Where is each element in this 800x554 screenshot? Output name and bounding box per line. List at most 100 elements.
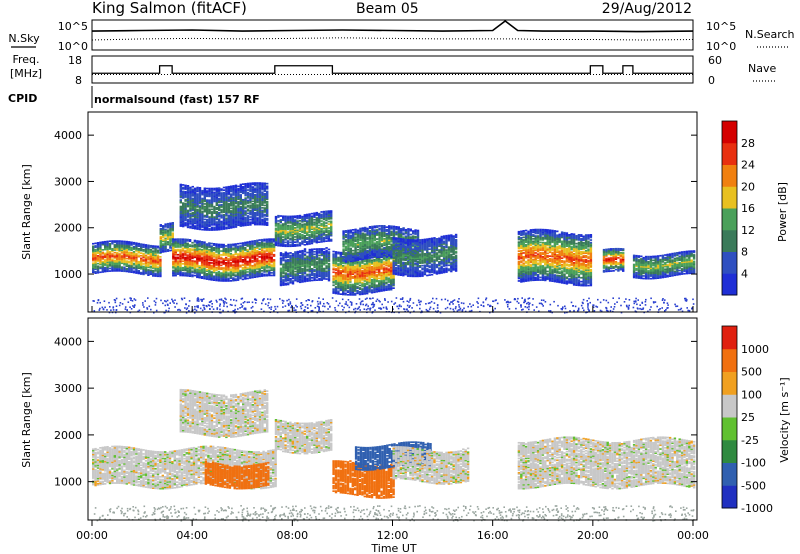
velocity-ylabel: Slant Range [km] <box>20 372 33 468</box>
noise-right-tick-top: 10^5 <box>706 20 736 33</box>
echo-band-3 <box>172 238 276 282</box>
noise-left-label: N.Sky <box>8 32 40 45</box>
freq-right-tick-top: 60 <box>708 54 722 67</box>
beam-label: Beam 05 <box>356 1 419 17</box>
noise-left-tick-top: 10^5 <box>58 20 88 33</box>
frequency-panel: Freq. [MHz] 18 8 60 0 Nave <box>10 53 777 87</box>
echo-band-1 <box>92 240 162 278</box>
freq-left-label: Freq. <box>12 53 39 66</box>
near-range-scatter <box>93 505 695 522</box>
power-colorbar-tick-6: 4 <box>741 267 748 280</box>
velocity-colorbar-swatch-7 <box>722 326 737 350</box>
xtick-label-1: 04:00 <box>176 529 208 542</box>
freq-left-tick-top: 18 <box>68 54 82 67</box>
xtick-label-5: 20:00 <box>577 529 609 542</box>
power-colorbar-swatch-3 <box>722 208 737 231</box>
power-colorbar-tick-5: 8 <box>741 246 748 259</box>
power-colorbar-frame <box>721 120 738 296</box>
power-colorbar-swatch-6 <box>722 142 737 165</box>
echo-band-7 <box>392 446 470 485</box>
noise-series-search <box>91 37 694 41</box>
velocity-colorbar-swatch-2 <box>722 439 737 463</box>
power-colorbar-tick-4: 12 <box>741 224 755 237</box>
power-colorbar-swatch-7 <box>722 121 737 144</box>
velocity-colorbar-frame <box>721 325 738 509</box>
velocity-colorbar-tick-0: 1000 <box>741 343 769 356</box>
station-title: King Salmon (fitACF) <box>92 0 247 17</box>
power-colorbar-tick-2: 20 <box>741 180 755 193</box>
power-ytick-label-2: 3000 <box>54 175 82 188</box>
velocity-colorbar-swatch-0 <box>722 485 737 509</box>
power-ytick-label-0: 1000 <box>54 268 82 281</box>
power-colorbar-label: Power [dB] <box>776 182 789 242</box>
power-colorbar-swatch-5 <box>722 164 737 187</box>
velocity-colorbar-swatch-3 <box>722 417 737 441</box>
noise-right-tick-bottom: 10^0 <box>706 40 736 53</box>
power-ylabel: Slant Range [km] <box>20 164 33 260</box>
echo-band-10 <box>517 228 593 287</box>
frequency-series <box>92 65 693 74</box>
echo-band-5 <box>274 210 333 248</box>
noise-series-sky <box>91 19 694 33</box>
power-colorbar-swatch-2 <box>722 229 737 252</box>
echo-band-8 <box>517 436 696 490</box>
power-colorbar-tick-1: 24 <box>741 159 755 172</box>
echo-band-4 <box>274 419 333 455</box>
velocity-colorbar-tick-7: -1000 <box>741 502 773 515</box>
echo-band-3 <box>179 388 269 439</box>
xtick-label-3: 12:00 <box>377 529 409 542</box>
velocity-colorbar-swatch-5 <box>722 371 737 395</box>
velocity-colorbar-tick-5: -100 <box>741 457 766 470</box>
echo-band-11 <box>602 247 625 273</box>
velocity-colorbar-label: Velocity [m s⁻¹] <box>778 377 791 462</box>
velocity-colorbar-swatch-6 <box>722 348 737 372</box>
cpid-label: CPID <box>8 92 37 105</box>
near-range-scatter <box>92 297 695 314</box>
freq-left-units: [MHz] <box>10 67 42 80</box>
xaxis-label: Time UT <box>370 542 416 554</box>
power-colorbar-tick-0: 28 <box>741 137 755 150</box>
velocity-panel: 1000 2000 3000 4000 Slant Range [km] 1000 50… <box>20 317 791 522</box>
power-colorbar-swatch-0 <box>722 273 737 296</box>
noise-panel: N.Sky 10^5 10^0 10^5 10^0 N.Search <box>8 19 795 53</box>
velocity-ytick-label-2: 3000 <box>54 382 82 395</box>
xtick-label-2: 08:00 <box>276 529 308 542</box>
time-axis: 00:00 04:00 08:00 12:00 16:00 20:00 00:00 <box>76 306 709 542</box>
velocity-ytick-label-3: 4000 <box>54 335 82 348</box>
velocity-colorbar-swatch-1 <box>722 462 737 486</box>
freq-left-tick-bottom: 8 <box>75 74 82 87</box>
nave-label: Nave <box>748 62 776 75</box>
echo-band-12 <box>632 250 696 280</box>
freq-right-tick-bottom: 0 <box>708 74 715 87</box>
echo-band-2 <box>204 460 270 490</box>
power-ytick-label-3: 4000 <box>54 129 82 142</box>
noise-right-label: N.Search <box>745 28 795 41</box>
velocity-colorbar: 1000 500 100 25 -25 -100 -500 -1000 <box>721 325 773 515</box>
power-panel: 1000 2000 3000 4000 Slant Range [km] 28 24 20… <box>20 111 789 314</box>
date-label: 29/Aug/2012 <box>602 1 692 17</box>
velocity-colorbar-tick-2: 100 <box>741 388 762 401</box>
velocity-colorbar-tick-1: 500 <box>741 366 762 379</box>
velocity-ytick-label-0: 1000 <box>54 476 82 489</box>
echo-band-2 <box>159 222 174 254</box>
power-colorbar-tick-3: 16 <box>741 202 755 215</box>
echo-band-5 <box>332 460 395 499</box>
velocity-colorbar-swatch-4 <box>722 394 737 418</box>
power-colorbar-swatch-1 <box>722 251 737 274</box>
cpid-value: normalsound (fast) 157 RF <box>94 93 260 106</box>
power-colorbar-swatch-4 <box>722 186 737 209</box>
xtick-label-6: 00:00 <box>677 529 709 542</box>
xtick-label-4: 16:00 <box>477 529 509 542</box>
noise-left-tick-bottom: 10^0 <box>58 40 88 53</box>
velocity-ytick-label-1: 2000 <box>54 429 82 442</box>
echo-band-9 <box>392 233 458 278</box>
velocity-colorbar-tick-6: -500 <box>741 479 766 492</box>
velocity-colorbar-tick-3: 25 <box>741 411 755 424</box>
xtick-label-0: 00:00 <box>76 529 108 542</box>
echo-band-6 <box>279 247 331 287</box>
power-colorbar: 28 24 20 16 12 8 4 <box>721 120 755 296</box>
power-ytick-label-1: 2000 <box>54 222 82 235</box>
velocity-colorbar-tick-4: -25 <box>741 434 759 447</box>
echo-band-4 <box>179 182 269 231</box>
